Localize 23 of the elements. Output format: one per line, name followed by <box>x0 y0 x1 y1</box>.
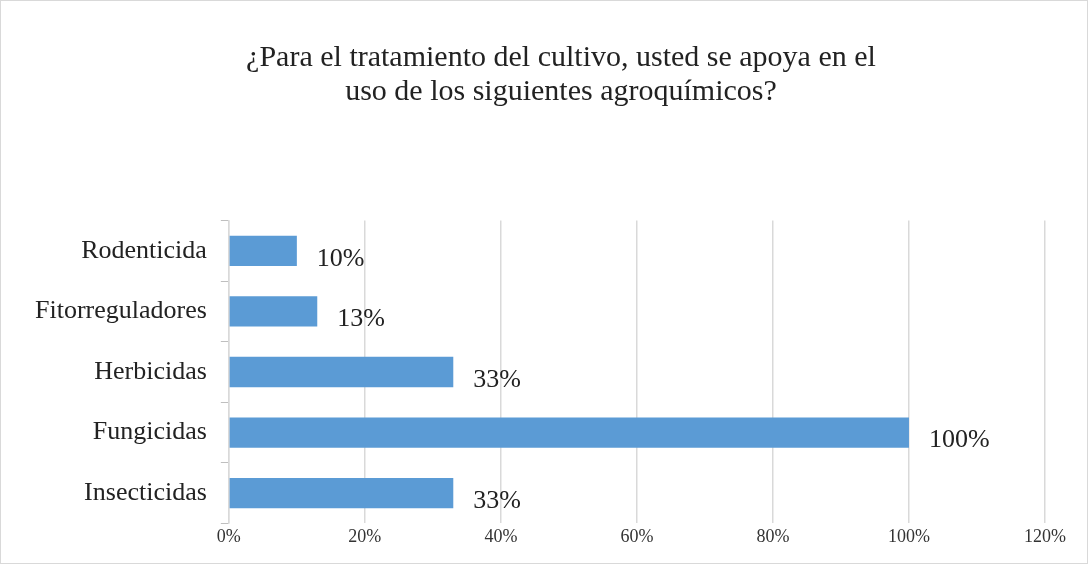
y-tick-label: Herbicidas <box>94 355 207 385</box>
y-tick-label: Rodenticida <box>81 234 208 264</box>
y-tick-label: Fitorreguladores <box>35 295 207 325</box>
data-label: 33% <box>473 484 521 514</box>
bar <box>229 477 454 509</box>
x-tick-label: 100% <box>887 525 930 546</box>
x-tick-label: 0% <box>216 525 241 546</box>
bar <box>229 296 318 327</box>
x-tick-label: 20% <box>348 525 382 546</box>
x-tick-label: 120% <box>1024 525 1066 546</box>
y-tick-label: Fungicidas <box>92 416 207 446</box>
bar <box>229 417 909 448</box>
data-label: 10% <box>316 242 365 272</box>
bar <box>229 235 297 267</box>
data-label: 100% <box>928 424 990 454</box>
data-label: 33% <box>473 363 521 393</box>
data-label: 13% <box>337 303 385 333</box>
x-tick-label: 60% <box>620 525 654 546</box>
x-tick-label: 80% <box>756 525 790 546</box>
chart-title: ¿Para el tratamiento del cultivo, usted se apoya en el uso de los siguientes agroquímicos? <box>245 39 877 107</box>
y-tick-label: Insecticidas <box>84 476 207 506</box>
x-tick-label: 40% <box>484 525 518 546</box>
bar <box>229 356 454 388</box>
